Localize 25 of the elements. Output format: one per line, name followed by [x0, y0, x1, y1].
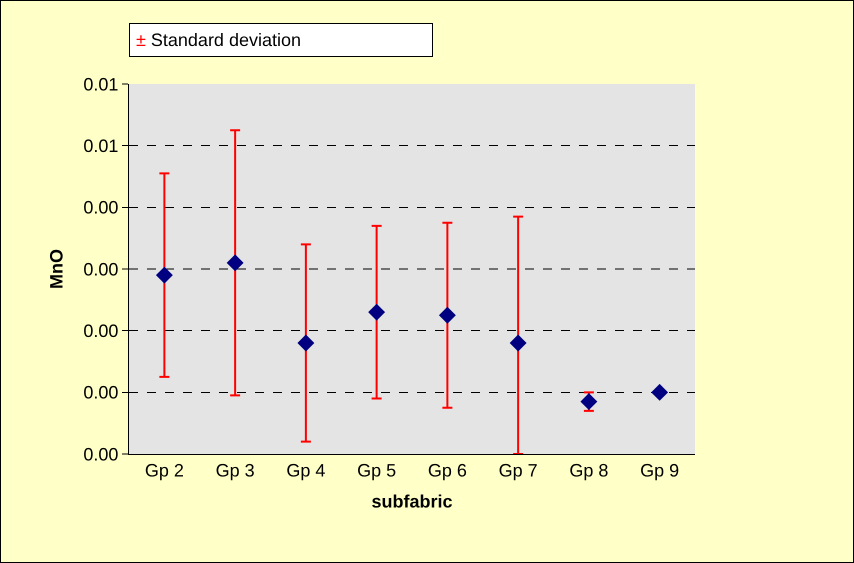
point: [368, 304, 386, 321]
y-tick-label: 0.01: [83, 136, 118, 156]
y-tick-label: 0.00: [83, 320, 118, 341]
point: [156, 266, 173, 284]
point: [297, 334, 314, 352]
text: ± Standard deviation: [136, 30, 301, 50]
x-tick-label: Gp 5: [357, 460, 396, 481]
point: [510, 334, 527, 352]
x-axis-title: subfabric: [371, 492, 453, 512]
x-tick-label: Gp 2: [144, 460, 184, 481]
point: [226, 254, 244, 272]
y-tick-label: 0.00: [83, 444, 118, 464]
x-tick-label: Gp 4: [286, 460, 326, 481]
y-tick-label: 0.00: [83, 198, 118, 218]
y-tick-label: 0.01: [83, 74, 118, 94]
x-tick-label: Gp 3: [216, 460, 255, 481]
x-tick-label: Gp 8: [569, 460, 608, 481]
y-axis-title: MnO: [46, 249, 67, 289]
x-tick-label: Gp 9: [640, 460, 680, 481]
point: [438, 306, 456, 324]
x-tick-label: Gp 6: [428, 460, 467, 481]
y-tick-label: 0.00: [83, 382, 118, 403]
y-tick-label: 0.00: [83, 259, 118, 280]
x-tick-label: Gp 7: [498, 460, 538, 481]
point: [651, 384, 668, 401]
